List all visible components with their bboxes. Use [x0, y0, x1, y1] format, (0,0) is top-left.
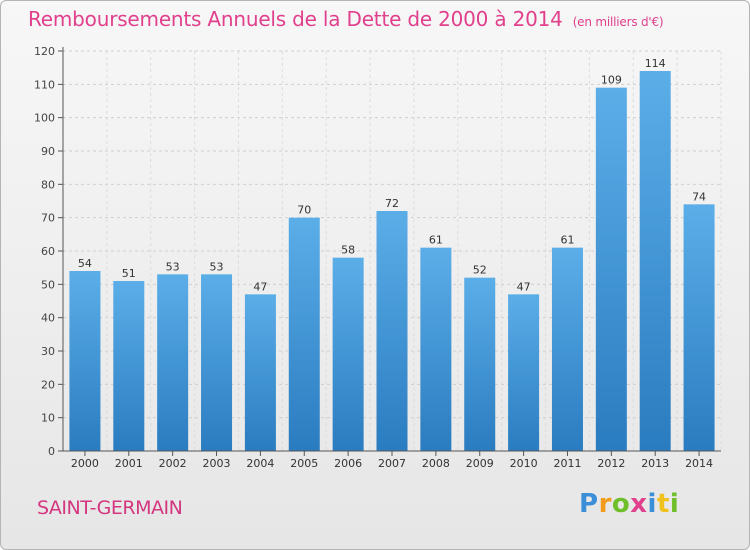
y-tick-label: 60 [41, 245, 55, 258]
bar-value-label: 74 [692, 190, 706, 203]
bar[interactable] [595, 87, 627, 452]
x-tick-label: 2005 [290, 457, 318, 470]
bar[interactable] [639, 71, 671, 451]
bar[interactable] [113, 281, 145, 451]
chart-title-unit: (en milliers d'€) [572, 15, 664, 29]
bar[interactable] [244, 294, 276, 451]
bar-value-label: 72 [385, 197, 399, 210]
bar-value-label: 58 [341, 244, 355, 257]
bar-value-label: 70 [297, 204, 311, 217]
bar[interactable] [201, 274, 233, 451]
x-tick-label: 2001 [115, 457, 143, 470]
bar[interactable] [551, 247, 583, 451]
x-tick-label: 2000 [71, 457, 99, 470]
bar[interactable] [69, 271, 101, 451]
y-tick-label: 30 [41, 345, 55, 358]
bar-value-label: 47 [253, 280, 267, 293]
y-tick-label: 10 [41, 412, 55, 425]
bar-value-label: 54 [78, 257, 92, 270]
x-tick-label: 2014 [685, 457, 713, 470]
y-tick-label: 110 [34, 78, 55, 91]
bar-value-label: 61 [560, 234, 574, 247]
bar[interactable] [288, 217, 320, 451]
bar-chart: 54 51 53 53 47 70 58 72 61 52 47 61 109 114 74 0 10 20 30… [34, 45, 722, 470]
bar[interactable] [376, 211, 408, 451]
chart-title: Remboursements Annuels de la Dette de 20… [28, 7, 664, 31]
y-tick-label: 90 [41, 145, 55, 158]
x-tick-label: 2004 [246, 457, 274, 470]
x-tick-label: 2010 [510, 457, 538, 470]
bar[interactable] [683, 204, 715, 451]
y-tick-label: 20 [41, 378, 55, 391]
y-tick-label: 120 [34, 45, 55, 58]
x-tick-label: 2002 [159, 457, 187, 470]
x-tick-label: 2012 [597, 457, 625, 470]
x-tick-label: 2008 [422, 457, 450, 470]
y-tick-label: 100 [34, 112, 55, 125]
bar-value-label: 61 [429, 234, 443, 247]
bar[interactable] [420, 247, 452, 451]
bar-value-label: 52 [473, 264, 487, 277]
bar[interactable] [157, 274, 189, 451]
x-tick-label: 2009 [466, 457, 494, 470]
bar[interactable] [508, 294, 540, 451]
bar-value-label: 51 [122, 267, 136, 280]
x-tick-label: 2013 [641, 457, 669, 470]
x-tick-label: 2003 [203, 457, 231, 470]
proxiti-logo[interactable]: Proxiti [579, 489, 680, 519]
bar-value-label: 53 [166, 260, 180, 273]
bar-value-label: 109 [601, 74, 622, 87]
y-tick-label: 50 [41, 278, 55, 291]
bar-value-label: 114 [645, 57, 666, 70]
x-tick-label: 2007 [378, 457, 406, 470]
chart-title-text: Remboursements Annuels de la Dette de 20… [28, 7, 563, 31]
y-tick-label: 0 [48, 445, 55, 458]
location-label: SAINT-GERMAIN [37, 497, 183, 519]
bar[interactable] [464, 277, 496, 451]
y-tick-label: 40 [41, 312, 55, 325]
x-tick-label: 2006 [334, 457, 362, 470]
x-tick-label: 2011 [553, 457, 581, 470]
bar-value-label: 53 [210, 260, 224, 273]
bar-value-label: 47 [517, 280, 531, 293]
y-tick-label: 70 [41, 212, 55, 225]
bar[interactable] [332, 257, 364, 451]
y-tick-label: 80 [41, 178, 55, 191]
